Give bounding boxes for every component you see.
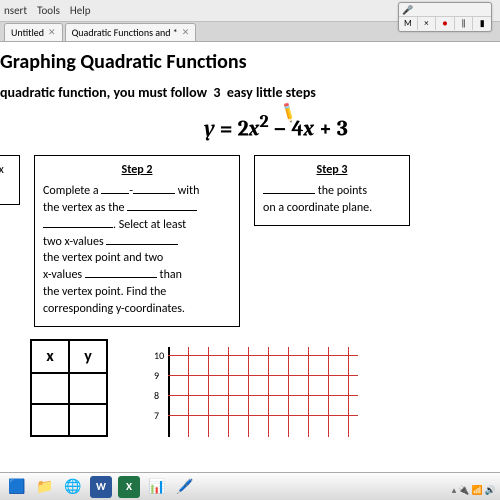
ytick: 7 xyxy=(154,409,159,422)
step2-body: Complete a - with the vertex as the . Se… xyxy=(43,183,231,317)
cell xyxy=(69,404,107,435)
tab-label: Untitled xyxy=(11,26,44,39)
close-icon[interactable]: ✕ xyxy=(48,27,56,38)
step1-text: tex of xyxy=(0,162,11,196)
ytick: 8 xyxy=(154,389,159,402)
col-y: y xyxy=(69,340,107,374)
col-x: x xyxy=(31,340,69,374)
cell xyxy=(31,404,69,435)
ytick: 10 xyxy=(154,349,164,362)
cell xyxy=(69,373,107,404)
rec-stop-button[interactable]: ▮ xyxy=(473,17,491,30)
ytick: 9 xyxy=(154,369,159,382)
close-icon[interactable]: ✕ xyxy=(182,27,190,38)
menu-tools[interactable]: Tools xyxy=(37,4,60,17)
intro-count: 3 xyxy=(213,84,220,101)
intro-suffix: easy little steps xyxy=(227,84,316,101)
tab-quadratic[interactable]: Quadratic Functions and * ✕ xyxy=(65,23,197,41)
start-button[interactable]: 🟦 xyxy=(6,476,28,498)
app-icon[interactable]: 📊 xyxy=(146,476,168,498)
step2-box: Step 2 Complete a - with the vertex as t… xyxy=(34,155,240,326)
step3-title: Step 3 xyxy=(263,162,401,179)
mic-icon: 🎤 xyxy=(402,5,413,16)
cell xyxy=(31,373,69,404)
rec-record-button[interactable]: ● xyxy=(436,17,455,30)
xy-table: xy xyxy=(30,339,108,437)
explorer-icon[interactable]: 📁 xyxy=(34,476,56,498)
step3-box: Step 3 the points on a coordinate plane. xyxy=(254,155,410,225)
menu-insert[interactable]: nsert xyxy=(4,4,27,17)
tab-label: Quadratic Functions and * xyxy=(72,26,178,39)
chrome-icon[interactable]: 🌐 xyxy=(62,476,84,498)
rec-m-button[interactable]: M xyxy=(399,17,418,30)
excel-icon[interactable]: X xyxy=(118,476,140,498)
rec-pause-button[interactable]: ‖ xyxy=(455,17,474,30)
step1-box: tex of xyxy=(0,155,20,205)
intro-prefix: quadratic function, you must follow xyxy=(0,84,207,101)
coordinate-grid: 10 9 8 7 xyxy=(118,347,358,437)
y-axis xyxy=(168,347,170,437)
intro-line: quadratic function, you must follow 3 ea… xyxy=(0,84,492,101)
word-icon[interactable]: W xyxy=(90,476,112,498)
step2-title: Step 2 xyxy=(43,162,231,179)
bottom-row: xy 10 9 8 7 xyxy=(30,339,492,437)
tab-untitled[interactable]: Untitled ✕ xyxy=(4,23,63,41)
step3-body: the points on a coordinate plane. xyxy=(263,183,401,217)
steps-row: tex of Step 2 Complete a - with the vert… xyxy=(0,155,492,326)
system-tray[interactable]: ▴ 🔌 📶 🔊 xyxy=(452,485,496,496)
rec-x-button[interactable]: × xyxy=(418,17,437,30)
menu-help[interactable]: Help xyxy=(70,4,91,17)
smart-icon[interactable]: 🖊️ xyxy=(174,476,196,498)
taskbar: 🟦 📁 🌐 W X 📊 🖊️ ▴ 🔌 📶 🔊 xyxy=(0,472,500,500)
page-title: Graphing Quadratic Functions xyxy=(0,50,492,74)
recorder-panel[interactable]: 🎤 M × ● ‖ ▮ xyxy=(398,2,492,32)
document-canvas: Graphing Quadratic Functions ✏️ quadrati… xyxy=(0,42,500,470)
